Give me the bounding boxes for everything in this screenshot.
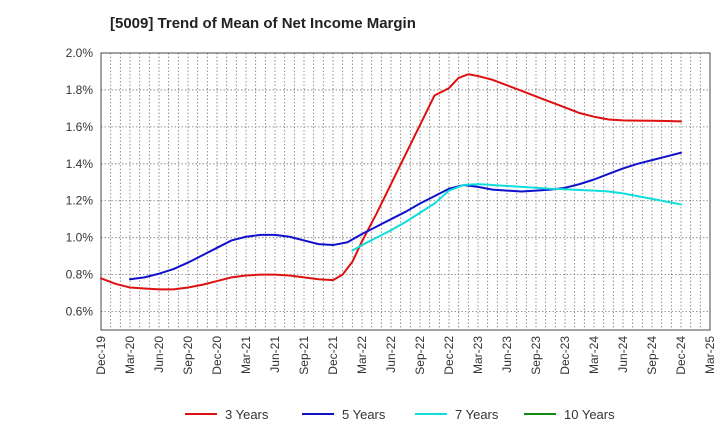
y-tick-label: 1.4% [66, 157, 94, 171]
x-tick-label: Dec-24 [674, 336, 688, 375]
x-tick-label: Dec-21 [326, 336, 340, 375]
x-tick-label: Jun-23 [500, 336, 514, 373]
chart-title: [5009] Trend of Mean of Net Income Margi… [110, 15, 416, 32]
legend-label: 10 Years [564, 407, 615, 422]
x-tick-label: Dec-19 [94, 336, 108, 375]
legend: 3 Years 5 Years 7 Years 10 Years [185, 407, 615, 422]
legend-label: 5 Years [342, 407, 386, 422]
x-tick-label: Jun-22 [384, 336, 398, 373]
y-tick-label: 0.6% [66, 305, 94, 319]
x-tick-label: Mar-20 [123, 336, 137, 374]
x-tick-label: Sep-20 [181, 336, 195, 375]
y-tick-label: 1.8% [66, 83, 94, 97]
x-tick-label: Mar-21 [239, 336, 253, 374]
x-tick-label: Dec-20 [210, 336, 224, 375]
y-axis-ticks: 0.6% 0.8% 1.0% 1.2% 1.4% 1.6% 1.8% 2.0% [66, 46, 94, 319]
x-tick-label: Mar-24 [587, 336, 601, 374]
plot-frame [100, 52, 711, 331]
x-tick-label: Sep-23 [529, 336, 543, 375]
legend-label: 3 Years [225, 407, 269, 422]
x-tick-label: Jun-21 [268, 336, 282, 373]
series-layer [100, 73, 682, 291]
y-tick-label: 0.8% [66, 268, 94, 282]
x-tick-label: Sep-21 [297, 336, 311, 375]
series-line [100, 73, 682, 291]
x-tick-label: Jun-20 [152, 336, 166, 373]
x-tick-label: Mar-25 [703, 336, 717, 374]
y-tick-label: 2.0% [66, 46, 94, 60]
x-tick-label: Mar-23 [471, 336, 485, 374]
x-tick-label: Sep-24 [645, 336, 659, 375]
x-tick-label: Dec-23 [558, 336, 572, 375]
x-tick-label: Mar-22 [355, 336, 369, 374]
y-tick-label: 1.0% [66, 231, 94, 245]
y-tick-label: 1.6% [66, 120, 94, 134]
legend-label: 7 Years [455, 407, 499, 422]
series-line [129, 151, 682, 281]
y-tick-label: 1.2% [66, 194, 94, 208]
x-tick-label: Sep-22 [413, 336, 427, 375]
x-axis-ticks: Dec-19 Mar-20 Jun-20 Sep-20 Dec-20 Mar-21 Jun-… [94, 336, 717, 375]
x-tick-label: Dec-22 [442, 336, 456, 375]
series-line [351, 183, 682, 252]
grid [100, 52, 711, 330]
x-tick-label: Jun-24 [616, 336, 630, 373]
